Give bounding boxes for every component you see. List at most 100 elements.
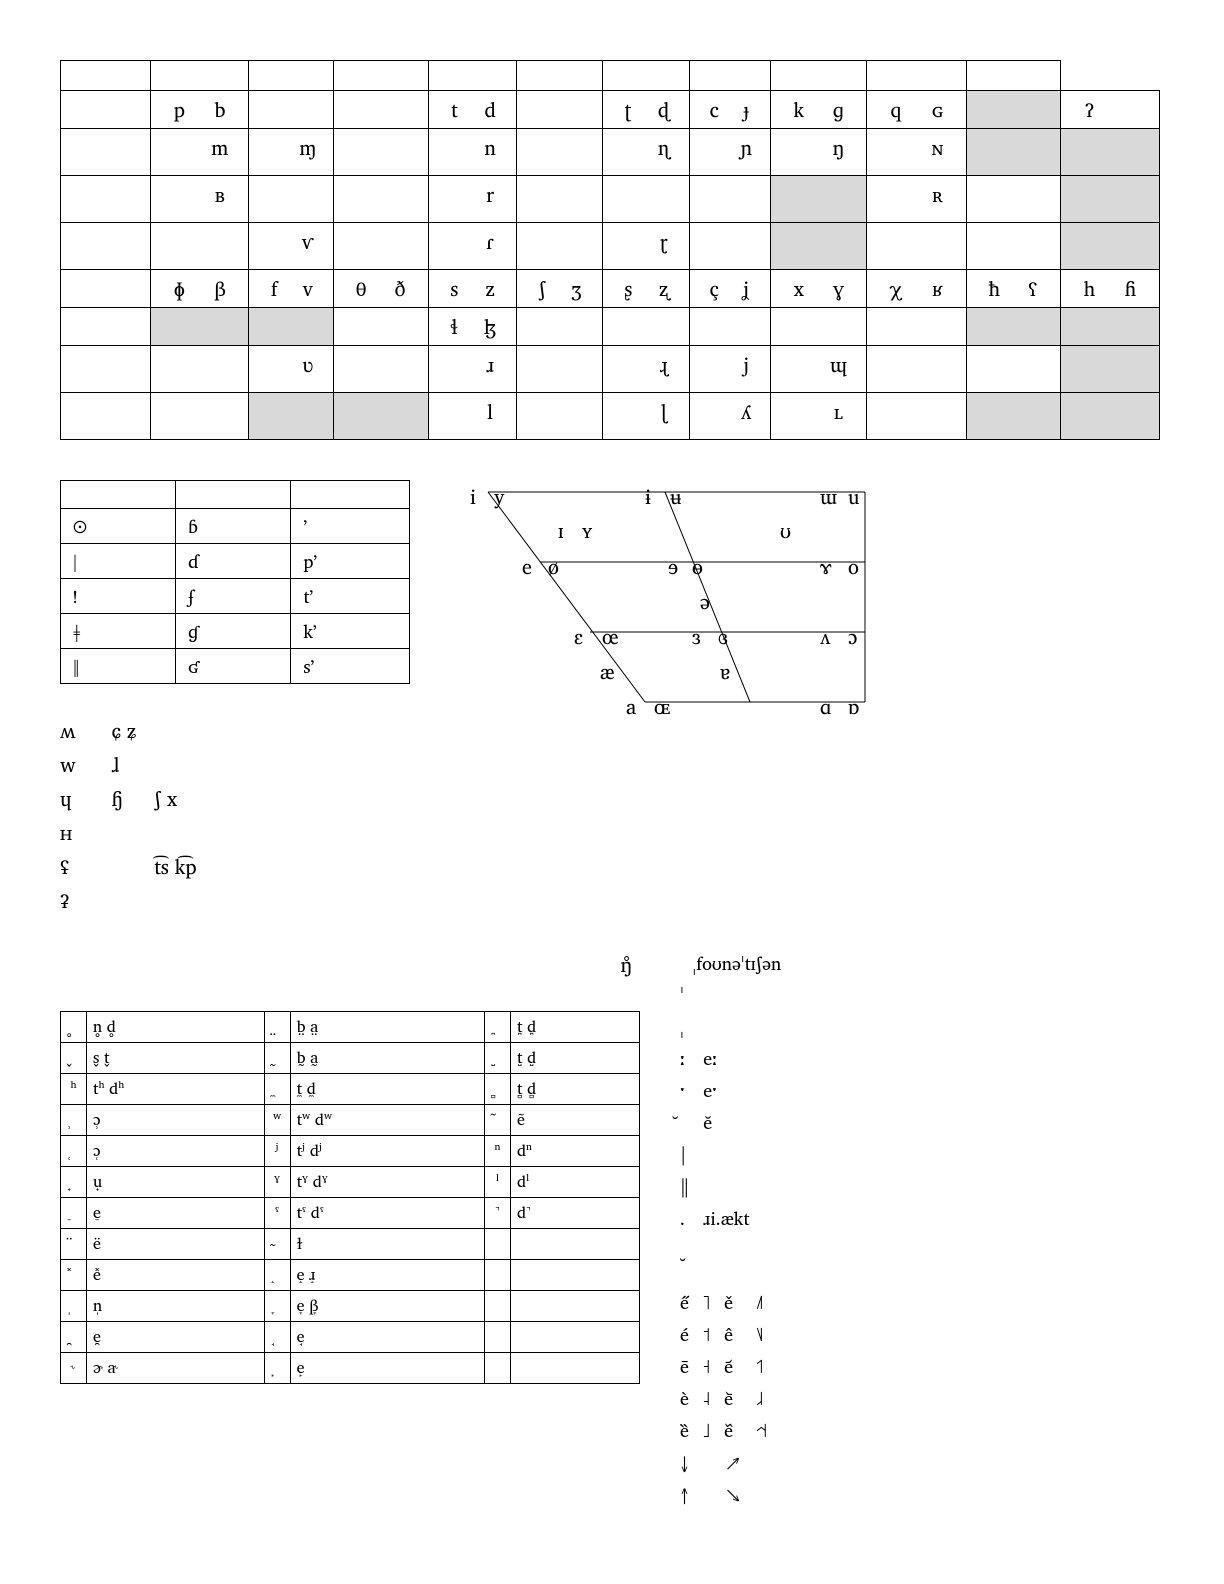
pulmonic-row: mɱnɳɲŋɴ (61, 129, 1160, 176)
tone-cell: ↑ (680, 1478, 703, 1510)
diacritic-mark: ̘ (264, 1322, 290, 1353)
diacritic-mark: ̠ (61, 1198, 87, 1229)
tone-cell: ˦˥ (756, 1350, 781, 1382)
ipa-cell (1060, 308, 1159, 346)
ipa-cell (333, 91, 428, 129)
tones-table: e̋˥ě˩˥é˦ê˥˩ē˧e᷄˦˥è˨e᷅˩˨ȅ˩e᷈˧˦˧↓↗↑↘ (680, 1286, 781, 1510)
ipa-cell (333, 393, 428, 440)
ipa-cell (94, 884, 112, 918)
ipa-cell: ʋ (249, 346, 334, 393)
diacritic-example: ë (87, 1229, 265, 1260)
supra-row: .ɹi.ækt (680, 1202, 764, 1234)
diacritic-row: ̹ɔ̹ʷtʷ dʷ̃ẽ (61, 1105, 640, 1136)
diacritic-example: ɔ̜ (87, 1136, 265, 1167)
ipa-cell (517, 308, 603, 346)
nonpulmonic-row: ǁʛsʼ (61, 649, 410, 684)
diacritic-mark: ˞ (61, 1353, 87, 1384)
vowel-symbol: ɘ (668, 550, 678, 583)
tone-cell: e᷈ (724, 1414, 756, 1446)
pulmonic-row: ɬɮ (61, 308, 1160, 346)
diacritic-example: t̼ d̼ (290, 1074, 484, 1105)
ipa-cell: ʃʒ (517, 270, 603, 308)
supra-cell (703, 978, 763, 1010)
supra-row: | (680, 1138, 764, 1170)
ipa-cell (154, 714, 214, 748)
ipa-cell: ɰ (771, 346, 867, 393)
diacritic-example: dⁿ (510, 1136, 639, 1167)
ipa-cell: ɾ (428, 223, 517, 270)
tone-cell: ē (680, 1350, 703, 1382)
ipa-cell: pb (151, 91, 249, 129)
ipa-cell (249, 308, 334, 346)
ipa-cell: ɧ (112, 782, 154, 816)
diacritic-mark: ̤ (264, 1012, 290, 1043)
ipa-cell (517, 346, 603, 393)
diacritic-mark: ̝ (264, 1260, 290, 1291)
tone-cell: è (680, 1382, 703, 1414)
ipa-cell: ŋ (771, 129, 867, 176)
supra-row: ‿ (680, 1234, 764, 1266)
tone-cell: ê (724, 1318, 756, 1350)
diacritic-mark (484, 1353, 510, 1384)
tone-row: è˨e᷅˩˨ (680, 1382, 781, 1414)
ipa-cell: ɓ (176, 509, 291, 544)
ipa-cell (151, 346, 249, 393)
tone-cell: ě (724, 1286, 756, 1318)
ipa-cell (771, 308, 867, 346)
diacritic-row: ̩n̩̞e̞ β̞ (61, 1291, 640, 1322)
pulmonic-row: ʙrʀ (61, 176, 1160, 223)
nonpulmonic-header (61, 481, 410, 509)
ipa-cell: ɠ (176, 614, 291, 649)
stress-example: ˌfoʊnəˈtɪʃən (680, 948, 781, 978)
tone-cell (756, 1478, 781, 1510)
ipa-cell: çʝ (690, 270, 771, 308)
supra-row: ˑeˑ (680, 1074, 764, 1106)
supra-row: ˈ (680, 978, 764, 1010)
supra-cell: ɹi.ækt (703, 1202, 763, 1234)
diacritic-row: ʰtʰ dʰ̼t̼ d̼̻t̻ d̻ (61, 1074, 640, 1105)
pulmonic-row: ɸβfvθðszʃʒʂʐçʝxɣχʁħʕhɦ (61, 270, 1160, 308)
diacritic-example: b̰ a̰ (290, 1043, 484, 1074)
vowel-symbol: ɒ (848, 690, 859, 723)
ipa-cell: j (690, 346, 771, 393)
ipa-cell (517, 91, 603, 129)
ipa-cell: ʄ (176, 579, 291, 614)
ipa-cell (967, 308, 1061, 346)
ipa-cell: ⱱ (249, 223, 334, 270)
ipa-cell (249, 176, 334, 223)
diacritic-mark: ʲ (264, 1136, 290, 1167)
other-symbols: ʍɕ ʑwɺɥɧʃ xʜʢt͡s k͡pʡ (60, 714, 215, 918)
supra-cell: eː (703, 1042, 763, 1074)
ipa-cell: ɸβ (151, 270, 249, 308)
diacritic-mark: ʷ (264, 1105, 290, 1136)
diacritic-example: e̝ ɹ̝ (290, 1260, 484, 1291)
tone-cell (703, 1478, 724, 1510)
vowel-symbol: ø (548, 550, 559, 583)
tone-cell (756, 1446, 781, 1478)
diacritic-mark: ̴ (264, 1229, 290, 1260)
ipa-cell: ʘ (61, 509, 176, 544)
supra-cell: ˈ (680, 978, 703, 1010)
vowel-symbol: a (626, 690, 636, 723)
ipa-cell: ɲ (690, 129, 771, 176)
ipa-cell: ʃ x (154, 782, 214, 816)
ipa-cell (333, 346, 428, 393)
diacritic-row: ˞ɚ a˞̙e̙ (61, 1353, 640, 1384)
supra-row: ̆ĕ (680, 1106, 764, 1138)
diacritic-example: e̞ β̞ (290, 1291, 484, 1322)
diacritic-mark: ̃ (484, 1105, 510, 1136)
tone-cell: ˥˩ (756, 1318, 781, 1350)
ipa-cell (690, 308, 771, 346)
ipa-cell: ǁ (61, 649, 176, 684)
ipa-cell: ɺ (112, 748, 154, 782)
diacritics-table: ̥n̥ d̥̤b̤ a̤̪t̪ d̪̬s̬ t̬̰b̰ a̰̺t̺ d̺ʰtʰ … (60, 1011, 640, 1384)
diacritic-mark (484, 1260, 510, 1291)
ipa-cell: sʼ (291, 649, 410, 684)
suprasegmentals: ˈˌːeːˑeˑ̆ĕ|‖.ɹi.ækt‿ (680, 978, 764, 1266)
supra-cell (703, 1138, 763, 1170)
diacritic-mark: ̚ (484, 1198, 510, 1229)
tone-row: e̋˥ě˩˥ (680, 1286, 781, 1318)
ipa-cell (94, 748, 112, 782)
vowel-symbol: ɞ (718, 620, 728, 653)
supra-cell: . (680, 1202, 703, 1234)
